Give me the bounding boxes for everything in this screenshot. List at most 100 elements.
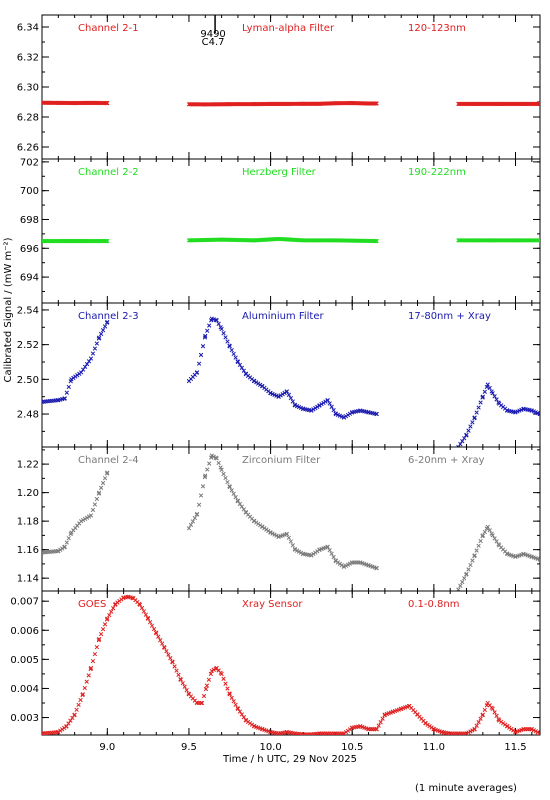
data-point	[78, 697, 83, 703]
series-segment-1	[42, 319, 110, 405]
data-point	[464, 432, 469, 438]
data-point	[472, 553, 477, 558]
data-point	[105, 616, 110, 621]
panel-label-left: Channel 2-1	[78, 23, 139, 34]
data-point	[98, 485, 104, 490]
data-point	[229, 347, 234, 353]
data-point	[105, 319, 110, 325]
data-point	[92, 651, 98, 657]
data-point	[537, 731, 540, 735]
data-point	[492, 536, 497, 541]
averaging-footnote: (1 minute averages)	[415, 783, 517, 794]
data-point	[209, 668, 214, 674]
data-point	[145, 616, 151, 621]
data-point	[227, 344, 232, 349]
y-tick-label: 0.005	[10, 655, 39, 666]
data-point	[485, 524, 490, 529]
event-number: 9490	[200, 29, 225, 40]
data-point	[537, 411, 540, 417]
panel-frame	[41, 14, 541, 160]
data-point	[487, 528, 492, 533]
data-point	[176, 672, 181, 677]
data-point	[221, 676, 226, 681]
data-point	[373, 101, 378, 106]
data-point	[223, 335, 228, 340]
data-point	[325, 398, 330, 403]
panel-label-right: 6-20nm + Xray	[408, 455, 485, 466]
data-point	[137, 602, 143, 607]
data-point	[374, 566, 379, 571]
data-point	[96, 490, 102, 495]
data-point	[372, 238, 378, 244]
data-point	[82, 364, 88, 369]
data-point	[203, 473, 208, 478]
data-point	[323, 399, 328, 404]
data-point	[476, 720, 481, 725]
series-segment-1	[42, 470, 110, 555]
data-point	[341, 415, 347, 420]
data-point	[343, 414, 349, 419]
y-tick-label: 6.28	[17, 113, 39, 124]
data-series	[42, 100, 540, 107]
data-point	[329, 551, 334, 556]
data-point	[66, 536, 71, 541]
data-point	[476, 543, 481, 548]
panel-label-center: Herzberg Filter	[242, 167, 317, 178]
y-tick-label: 700	[20, 186, 39, 197]
data-point	[315, 404, 320, 409]
data-point	[111, 606, 116, 611]
data-point	[162, 645, 167, 650]
series-segment-3	[456, 524, 540, 591]
data-point	[286, 392, 292, 397]
data-point	[494, 539, 499, 544]
y-tick-label: 0.004	[10, 684, 39, 695]
data-point	[484, 384, 489, 390]
data-point	[100, 328, 106, 333]
data-point	[94, 644, 100, 650]
data-point	[227, 484, 232, 490]
data-point	[160, 641, 165, 646]
data-point	[182, 684, 187, 689]
data-point	[82, 685, 87, 691]
data-point	[229, 488, 234, 493]
data-point	[492, 394, 497, 399]
data-point	[214, 318, 219, 323]
panel-label-center: Lyman-alpha Filter	[242, 23, 335, 34]
data-point	[105, 238, 110, 244]
data-point	[378, 720, 383, 725]
data-point	[84, 361, 90, 367]
y-tick-label: 694	[20, 273, 39, 284]
y-tick-label: 2.54	[17, 305, 39, 316]
series-segment-3	[456, 101, 540, 107]
data-point	[480, 394, 486, 399]
data-point	[466, 567, 471, 572]
data-point	[151, 626, 157, 632]
data-point	[460, 439, 465, 444]
y-tick-label: 1.22	[17, 460, 39, 471]
x-tick-label: 10.5	[341, 742, 363, 753]
data-point	[214, 456, 219, 461]
series-segment-3	[456, 382, 540, 447]
data-point	[102, 324, 108, 329]
data-point	[92, 502, 98, 507]
data-point	[482, 389, 487, 394]
data-point	[200, 484, 206, 489]
data-point	[100, 627, 106, 632]
data-point	[536, 238, 540, 243]
y-tick-label: 2.50	[17, 375, 39, 386]
data-point	[80, 367, 86, 372]
data-point	[462, 436, 467, 441]
x-axis: 9.0 9.5 10.0 10.5 11.0 11.5	[99, 742, 526, 753]
data-point	[317, 403, 322, 408]
data-point	[180, 681, 185, 686]
data-point	[88, 666, 93, 672]
data-point	[325, 544, 330, 549]
data-point	[98, 631, 104, 637]
data-point	[164, 649, 169, 654]
data-point	[86, 673, 91, 678]
data-point	[374, 411, 379, 417]
data-point	[239, 712, 245, 717]
data-point	[80, 692, 85, 697]
y-tick-label: 1.20	[17, 488, 39, 499]
data-point	[172, 664, 177, 669]
